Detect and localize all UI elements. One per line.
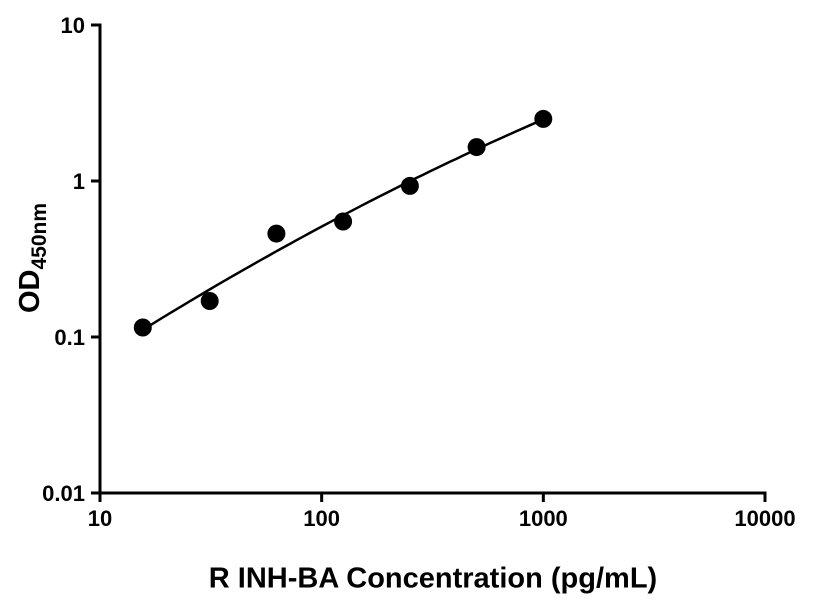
y-axis-title: OD450nm xyxy=(14,203,52,313)
y-axis-title-subscript: 450nm xyxy=(27,202,51,270)
data-point xyxy=(267,224,286,243)
data-point xyxy=(467,138,486,157)
y-tick-label: 0.01 xyxy=(42,481,85,506)
data-point xyxy=(133,318,152,337)
x-tick-label: 10 xyxy=(88,506,112,531)
x-tick-label: 100 xyxy=(303,506,340,531)
data-point xyxy=(200,292,219,310)
y-tick-label: 1 xyxy=(73,169,85,194)
data-point xyxy=(400,176,419,195)
x-tick-label: 1000 xyxy=(519,506,568,531)
y-tick-label: 0.1 xyxy=(54,325,85,350)
data-point xyxy=(534,109,553,128)
y-axis-title-main: OD xyxy=(14,269,47,314)
y-tick-label: 10 xyxy=(61,13,85,38)
data-point xyxy=(334,212,353,231)
x-axis-title: R INH-BA Concentration (pg/mL) xyxy=(208,562,658,595)
x-tick-label: 10000 xyxy=(734,506,795,531)
